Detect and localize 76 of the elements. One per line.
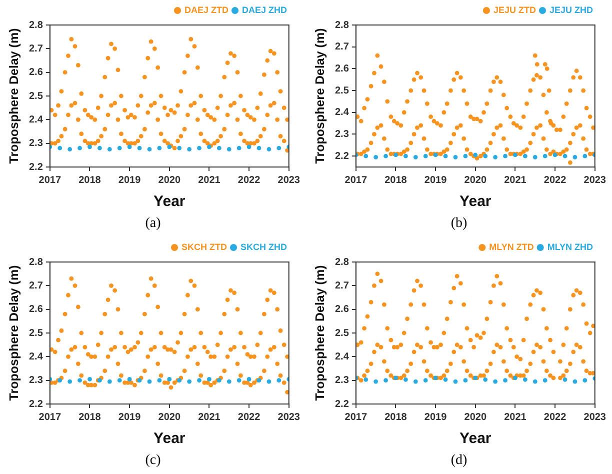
x-tick-label: 2019 xyxy=(118,412,142,423)
x-tick-label: 2022 xyxy=(238,174,261,186)
y-axis-title: Troposphere Delay (m) xyxy=(312,28,327,164)
y-tick-label: 2.7 xyxy=(334,280,350,292)
y-tick-label: 2.3 xyxy=(334,375,350,386)
y-axis-title: Troposphere Delay (m) xyxy=(6,28,21,164)
y-tick-label: 2.6 xyxy=(28,67,44,78)
y-tick-label: 2.8 xyxy=(334,20,350,31)
x-tick-label: 2018 xyxy=(78,412,102,423)
x-tick-label: 2022 xyxy=(544,412,567,423)
y-tick-label: 2.4 xyxy=(334,107,350,118)
y-axis-title: Troposphere Delay (m) xyxy=(6,265,21,401)
text: (b) xyxy=(450,215,468,233)
y-tick-label: 2.2 xyxy=(334,398,350,410)
legend-label: JEJU ZTD xyxy=(493,4,536,15)
y-tick-label: 2.2 xyxy=(28,162,44,173)
y-tick-label: 2.5 xyxy=(28,328,44,339)
text: (c) xyxy=(145,452,161,470)
y-tick-label: 2.3 xyxy=(28,375,44,386)
y-tick-label: 2.7 xyxy=(28,43,44,54)
legend-label: MLYN ZHD xyxy=(547,242,594,252)
y-tick-label: 2.3 xyxy=(28,138,44,150)
x-tick-label: 2021 xyxy=(504,412,527,423)
legend-label: DAEJ ZHD xyxy=(242,4,288,15)
x-axis-title: Year xyxy=(154,430,186,448)
x-tick-label: 2022 xyxy=(544,174,567,186)
legend-label: SKCH ZHD xyxy=(240,242,288,252)
y-tick-label: 2.4 xyxy=(334,351,350,362)
y-tick-label: 2.6 xyxy=(334,304,350,316)
text: (d) xyxy=(450,452,468,470)
x-tick-label: 2020 xyxy=(464,412,487,423)
y-tick-label: 2.5 xyxy=(334,328,350,339)
text: (a) xyxy=(145,215,161,233)
x-tick-label: 2021 xyxy=(504,174,527,186)
y-tick-label: 2.6 xyxy=(334,63,350,74)
x-tick-label: 2017 xyxy=(344,174,368,186)
x-tick-label: 2021 xyxy=(198,174,221,186)
x-tick-label: 2020 xyxy=(464,174,487,186)
x-tick-label: 2018 xyxy=(384,412,408,423)
x-tick-label: 2021 xyxy=(198,412,221,423)
x-tick-label: 2017 xyxy=(38,174,62,186)
y-tick-label: 2.8 xyxy=(334,256,350,268)
x-tick-label: 2023 xyxy=(278,174,300,186)
x-axis-title: Year xyxy=(460,430,492,448)
x-tick-label: 2018 xyxy=(78,174,102,186)
y-tick-label: 2.6 xyxy=(28,304,44,316)
x-axis-title: Year xyxy=(460,193,492,210)
y-tick-label: 2.2 xyxy=(28,398,44,410)
legend-label: JEJU ZHD xyxy=(549,4,594,15)
legend-label: DAEJ ZTD xyxy=(184,4,229,15)
y-tick-label: 2.4 xyxy=(28,351,44,362)
x-tick-label: 2019 xyxy=(424,412,448,423)
x-tick-label: 2023 xyxy=(584,174,606,186)
x-tick-label: 2018 xyxy=(384,174,408,186)
x-axis-title: Year xyxy=(154,193,186,210)
y-tick-label: 2.7 xyxy=(28,280,44,292)
x-tick-label: 2017 xyxy=(38,412,62,423)
y-tick-label: 2.4 xyxy=(28,114,44,126)
legend-label: MLYN ZTD xyxy=(489,242,534,252)
x-tick-label: 2020 xyxy=(158,412,181,423)
y-tick-label: 2.5 xyxy=(28,90,44,102)
x-tick-label: 2023 xyxy=(584,412,606,423)
x-tick-label: 2023 xyxy=(278,412,300,423)
y-tick-label: 2.7 xyxy=(334,42,350,53)
y-tick-label: 2.8 xyxy=(28,20,44,31)
y-tick-label: 2.3 xyxy=(334,128,350,140)
y-tick-label: 2.2 xyxy=(334,150,350,162)
x-tick-label: 2022 xyxy=(238,412,261,423)
y-axis-title: Troposphere Delay (m) xyxy=(312,265,327,401)
y-tick-label: 2.5 xyxy=(334,85,350,96)
x-tick-label: 2019 xyxy=(118,174,142,186)
x-tick-label: 2019 xyxy=(424,174,448,186)
x-tick-label: 2017 xyxy=(344,412,368,423)
y-tick-label: 2.8 xyxy=(28,256,44,268)
legend-label: SKCH ZTD xyxy=(182,242,228,252)
x-tick-label: 2020 xyxy=(158,174,181,186)
